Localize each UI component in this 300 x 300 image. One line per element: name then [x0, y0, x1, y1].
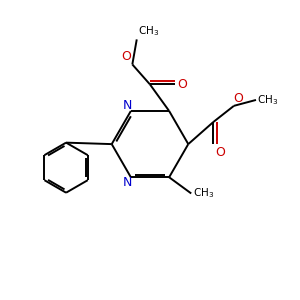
Text: O: O	[121, 50, 131, 63]
Text: O: O	[233, 92, 243, 105]
Text: N: N	[123, 176, 132, 189]
Text: N: N	[123, 99, 132, 112]
Text: CH$_3$: CH$_3$	[138, 24, 159, 38]
Text: O: O	[177, 78, 187, 91]
Text: O: O	[215, 146, 225, 159]
Text: CH$_3$: CH$_3$	[257, 93, 279, 107]
Text: CH$_3$: CH$_3$	[193, 187, 214, 200]
